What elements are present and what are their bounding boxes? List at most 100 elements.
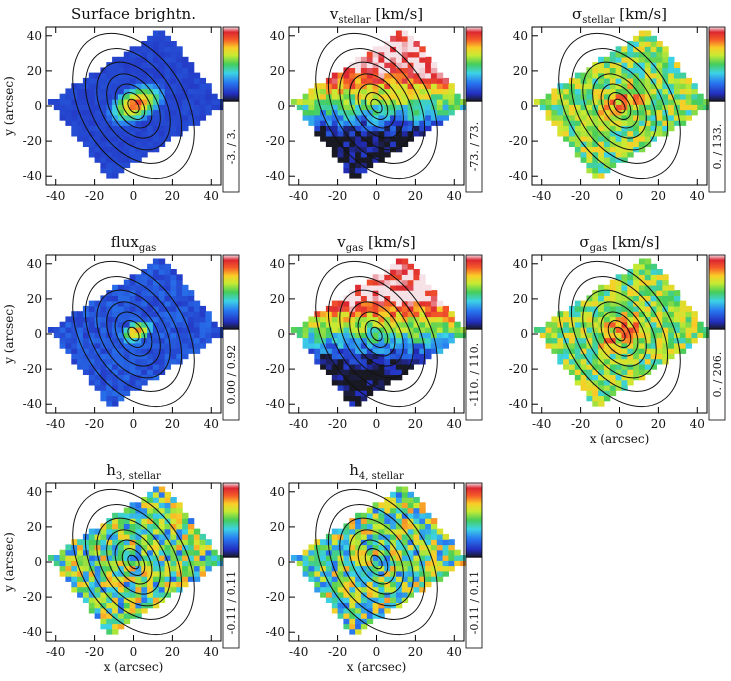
heatmap-cell — [384, 311, 391, 318]
heatmap-cell — [633, 316, 640, 323]
heatmap-cell — [703, 332, 710, 339]
heatmap-cell — [135, 56, 142, 63]
heatmap-cell — [442, 337, 449, 344]
heatmap-cell — [199, 342, 206, 349]
heatmap-cell — [407, 348, 414, 354]
heatmap-cell — [112, 363, 119, 370]
heatmap-cell — [603, 167, 611, 174]
heatmap-cell — [355, 146, 362, 153]
heatmap-cell — [448, 565, 455, 572]
heatmap-cell — [580, 72, 587, 79]
heatmap-cell — [82, 597, 90, 603]
heatmap-cell — [673, 332, 681, 339]
heatmap-cell — [557, 332, 564, 339]
heatmap-cell — [413, 507, 420, 514]
y-tick-label: 0 — [277, 327, 285, 341]
heatmap-cell — [164, 348, 171, 354]
heatmap-cell — [574, 146, 582, 153]
heatmap-cell — [117, 576, 125, 582]
heatmap-cell — [343, 363, 350, 370]
heatmap-cell — [425, 518, 432, 524]
heatmap-cell — [147, 62, 154, 68]
heatmap-cell — [176, 586, 183, 593]
heatmap-cell — [598, 284, 605, 291]
heatmap-cell — [314, 83, 321, 90]
heatmap-cell — [401, 512, 409, 519]
heatmap-cell — [609, 99, 617, 105]
heatmap-cell — [366, 507, 374, 514]
heatmap-cell — [152, 125, 160, 132]
heatmap-cell — [355, 618, 362, 625]
heatmap-cell — [112, 120, 119, 126]
heatmap-cell — [360, 523, 368, 530]
heatmap-cell — [355, 316, 362, 323]
heatmap-cell — [436, 104, 444, 111]
heatmap-cell — [407, 51, 414, 58]
heatmap-cell — [325, 369, 333, 375]
heatmap-cell — [407, 114, 414, 121]
heatmap-cell — [366, 512, 374, 519]
heatmap-cell — [598, 109, 605, 116]
heatmap-cell — [182, 332, 189, 339]
heatmap-cell — [401, 109, 409, 116]
heatmap-cell — [106, 77, 113, 84]
heatmap-cell — [325, 332, 333, 339]
heatmap-cell — [673, 305, 681, 312]
heatmap-cell — [355, 544, 362, 551]
heatmap-cell — [147, 497, 154, 503]
heatmap-cell — [413, 358, 420, 365]
x-tick-label: -20 — [85, 645, 104, 659]
heatmap-cell — [633, 67, 640, 74]
heatmap-cell — [633, 77, 640, 84]
heatmap-cell — [308, 348, 315, 354]
heatmap-cell — [129, 295, 136, 302]
heatmap-cell — [586, 167, 593, 174]
heatmap-cell — [425, 353, 432, 360]
heatmap-cell — [343, 374, 350, 381]
heatmap-cell — [88, 141, 96, 147]
heatmap-cell — [644, 125, 652, 132]
heatmap-cell — [413, 72, 420, 79]
heatmap-cell — [430, 533, 438, 540]
heatmap-cell — [407, 512, 414, 519]
heatmap-cell — [349, 400, 356, 407]
heatmap-cell — [349, 390, 356, 397]
heatmap-cell — [668, 305, 675, 312]
heatmap-cell — [129, 316, 136, 323]
heatmap-cell — [106, 400, 113, 407]
heatmap-cell — [633, 311, 640, 318]
heatmap-cell — [638, 67, 646, 74]
heatmap-cell — [407, 120, 414, 126]
heatmap-cell — [615, 99, 622, 105]
heatmap-cell — [425, 77, 432, 84]
heatmap-cell — [170, 41, 177, 47]
heatmap-cell — [94, 369, 101, 375]
heatmap-cell — [638, 135, 646, 142]
heatmap-cell — [372, 125, 379, 132]
heatmap-cell — [633, 130, 640, 137]
heatmap-cell — [337, 135, 344, 142]
heatmap-cell — [349, 125, 356, 132]
heatmap-cell — [331, 607, 339, 614]
heatmap-cell — [638, 109, 646, 116]
heatmap-cell — [574, 358, 582, 365]
heatmap-cell — [302, 332, 309, 339]
heatmap-cell — [557, 114, 564, 121]
heatmap-cell — [598, 141, 605, 147]
heatmap-cell — [586, 72, 593, 79]
heatmap-cell — [100, 576, 107, 582]
heatmap-cell — [94, 348, 101, 354]
heatmap-cell — [205, 104, 212, 111]
heatmap-cell — [372, 379, 379, 386]
heatmap-cell — [193, 539, 201, 546]
y-tick-label: -20 — [266, 590, 285, 604]
heatmap-cell — [320, 135, 327, 142]
heatmap-cell — [592, 146, 599, 153]
heatmap-cell — [152, 67, 160, 74]
heatmap-cell — [372, 358, 379, 365]
heatmap-cell — [59, 342, 66, 349]
heatmap-cell — [638, 263, 646, 270]
heatmap-cell — [407, 353, 414, 360]
heatmap-cell — [355, 539, 362, 546]
heatmap-cell — [436, 348, 444, 354]
